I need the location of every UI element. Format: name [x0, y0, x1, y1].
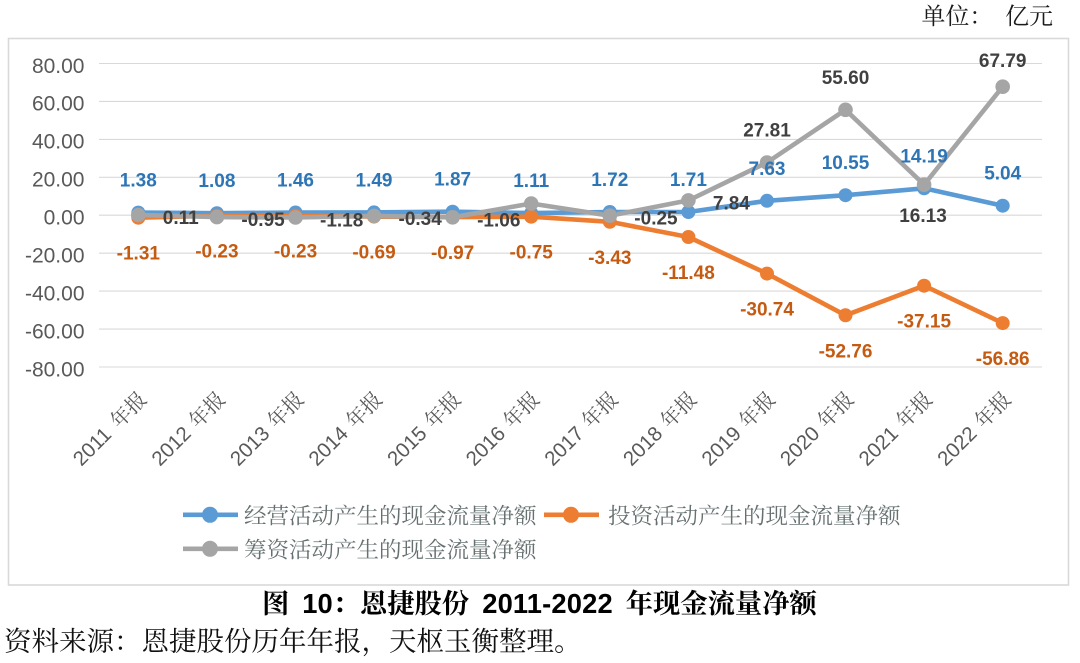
svg-text:10.55: 10.55 — [822, 153, 870, 174]
svg-text:1.38: 1.38 — [120, 171, 157, 192]
svg-text:16.13: 16.13 — [899, 206, 947, 227]
svg-text:55.60: 55.60 — [822, 68, 870, 89]
svg-text:-3.43: -3.43 — [588, 248, 631, 269]
svg-text:0.11: 0.11 — [163, 208, 199, 229]
svg-text:0.00: 0.00 — [44, 207, 85, 230]
svg-text:-52.76: -52.76 — [819, 341, 873, 362]
svg-text:2011-2022: 2011-2022 — [482, 588, 613, 619]
svg-text:-80.00: -80.00 — [25, 358, 85, 381]
svg-text:10: 10 — [302, 588, 332, 619]
svg-text:-40.00: -40.00 — [25, 282, 85, 305]
svg-text:-56.86: -56.86 — [976, 349, 1030, 370]
svg-text:1.71: 1.71 — [670, 170, 707, 191]
svg-text:1.87: 1.87 — [434, 170, 471, 191]
svg-text:1.08: 1.08 — [198, 171, 235, 192]
svg-text:27.81: 27.81 — [743, 121, 791, 142]
svg-text:-0.95: -0.95 — [241, 210, 285, 231]
svg-text:7.63: 7.63 — [749, 159, 786, 180]
svg-text:-0.23: -0.23 — [274, 242, 317, 263]
svg-text:40.00: 40.00 — [32, 131, 85, 154]
svg-text:-0.75: -0.75 — [510, 243, 554, 264]
svg-text:1.49: 1.49 — [356, 170, 393, 191]
svg-text:-1.18: -1.18 — [320, 211, 363, 232]
svg-text:7.84: 7.84 — [713, 193, 750, 214]
svg-text:-20.00: -20.00 — [25, 245, 85, 268]
svg-text:-1.06: -1.06 — [477, 210, 520, 231]
svg-text:-0.97: -0.97 — [431, 243, 474, 264]
svg-text:80.00: 80.00 — [32, 55, 85, 78]
svg-text:1.72: 1.72 — [591, 170, 628, 191]
svg-text:-37.15: -37.15 — [897, 312, 951, 333]
svg-text:14.19: 14.19 — [900, 146, 948, 167]
svg-text:-0.34: -0.34 — [399, 209, 443, 230]
svg-text:-30.74: -30.74 — [740, 300, 794, 321]
svg-text:-0.23: -0.23 — [195, 242, 238, 263]
svg-text:-60.00: -60.00 — [25, 320, 85, 343]
svg-text:1.11: 1.11 — [513, 171, 549, 192]
svg-text:-1.31: -1.31 — [117, 244, 161, 265]
svg-text:-0.25: -0.25 — [634, 209, 678, 230]
svg-text:1.46: 1.46 — [277, 171, 314, 192]
svg-text:20.00: 20.00 — [32, 169, 85, 192]
svg-text:67.79: 67.79 — [979, 51, 1027, 72]
svg-text:-0.69: -0.69 — [352, 243, 395, 264]
svg-text:60.00: 60.00 — [32, 93, 85, 116]
svg-text:5.04: 5.04 — [984, 164, 1021, 185]
svg-text:-11.48: -11.48 — [662, 263, 715, 284]
